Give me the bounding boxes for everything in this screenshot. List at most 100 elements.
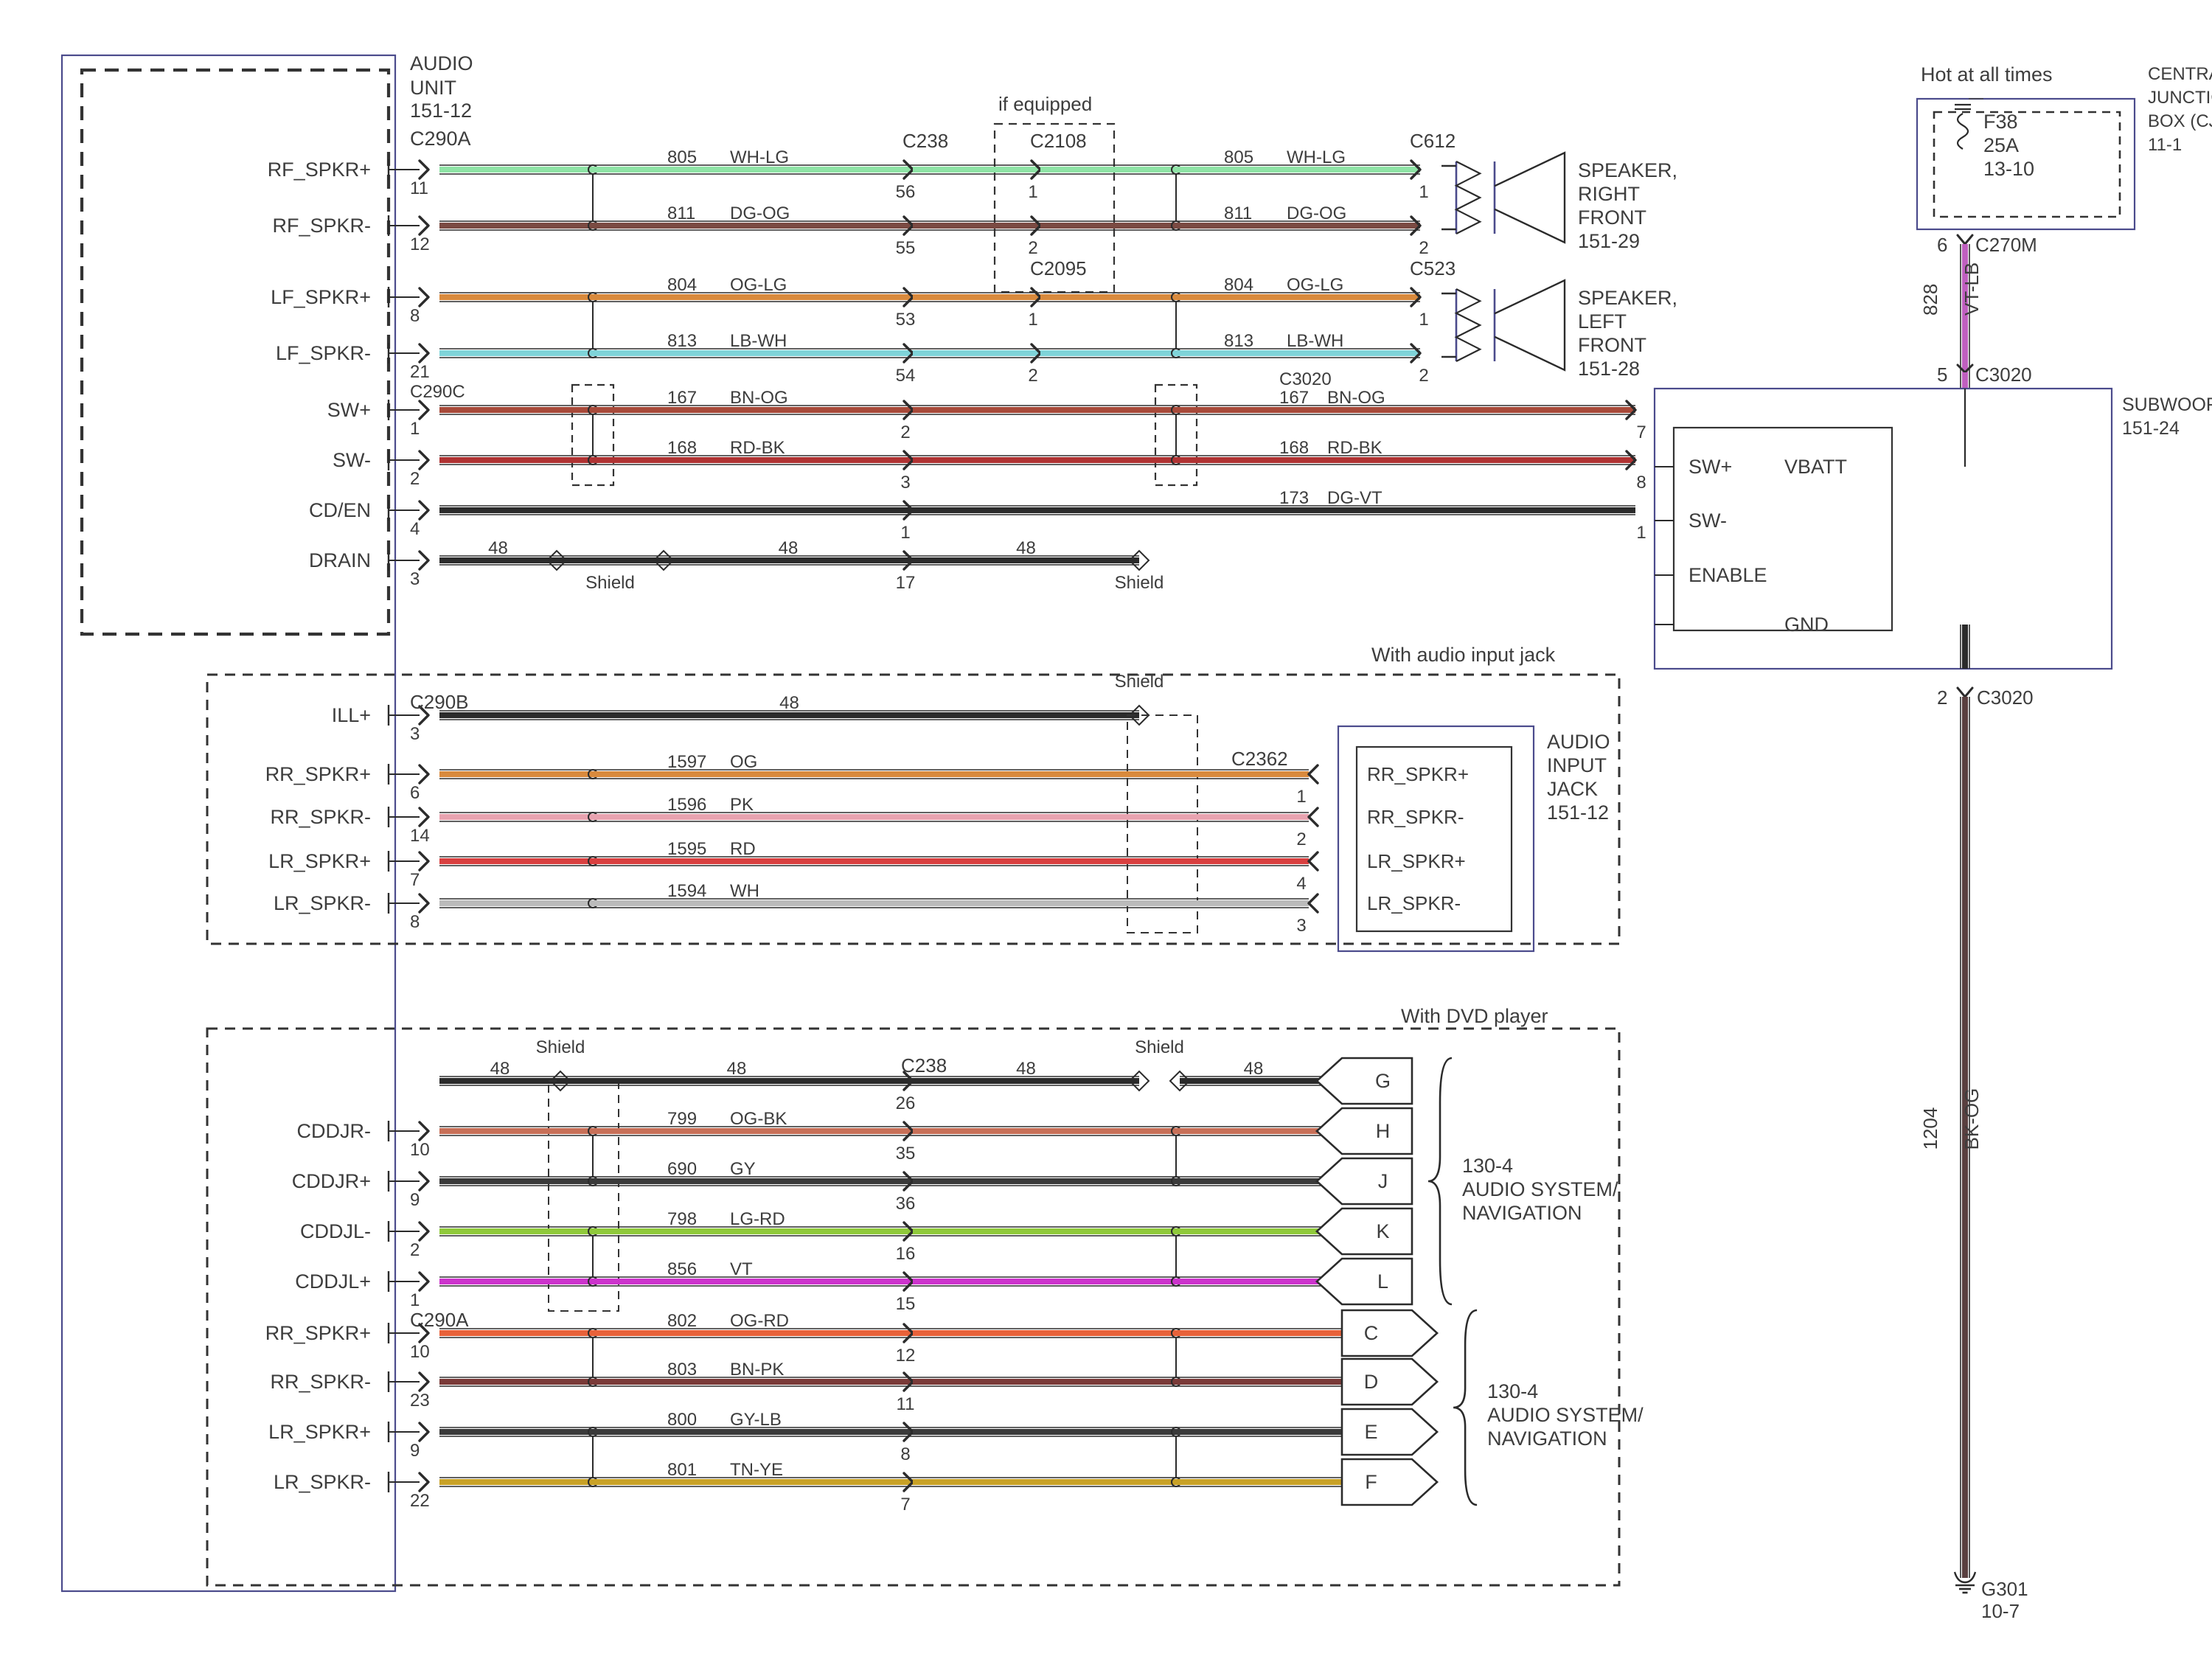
svg-text:D: D — [1364, 1371, 1379, 1393]
svg-text:RD-BK: RD-BK — [1327, 438, 1382, 458]
svg-text:2: 2 — [1028, 366, 1037, 386]
svg-text:LG-RD: LG-RD — [730, 1209, 785, 1229]
svg-text:805: 805 — [1224, 147, 1253, 167]
svg-text:798: 798 — [667, 1209, 697, 1229]
svg-text:12: 12 — [410, 234, 430, 254]
svg-text:48: 48 — [1016, 538, 1036, 558]
svg-text:LB-WH: LB-WH — [730, 331, 787, 351]
svg-text:INPUT: INPUT — [1547, 754, 1607, 776]
svg-text:RF_SPKR-: RF_SPKR- — [272, 215, 371, 237]
svg-text:48: 48 — [1244, 1059, 1264, 1079]
svg-text:CDDJR-: CDDJR- — [297, 1120, 372, 1142]
svg-text:26: 26 — [896, 1093, 916, 1113]
svg-text:12: 12 — [896, 1346, 916, 1366]
svg-text:C3020: C3020 — [1977, 686, 2034, 709]
svg-text:FRONT: FRONT — [1578, 206, 1646, 229]
svg-text:LB-WH: LB-WH — [1287, 331, 1343, 351]
svg-text:17: 17 — [896, 573, 916, 593]
svg-text:1: 1 — [1296, 787, 1306, 807]
svg-text:C3020: C3020 — [1279, 369, 1332, 389]
svg-text:SW-: SW- — [1688, 509, 1727, 532]
svg-text:1204: 1204 — [1919, 1107, 1941, 1150]
svg-text:DRAIN: DRAIN — [309, 549, 371, 571]
svg-text:F: F — [1365, 1471, 1377, 1493]
svg-text:13-10: 13-10 — [1983, 158, 2034, 180]
svg-text:C290A: C290A — [410, 1309, 469, 1331]
svg-text:1: 1 — [1419, 310, 1428, 330]
svg-text:C270M: C270M — [1975, 234, 2037, 256]
svg-text:11: 11 — [410, 178, 428, 198]
svg-text:10: 10 — [410, 1140, 430, 1160]
svg-text:167: 167 — [1279, 388, 1309, 408]
svg-text:BN-PK: BN-PK — [730, 1360, 784, 1380]
svg-text:10: 10 — [410, 1342, 430, 1362]
svg-text:48: 48 — [488, 538, 508, 558]
svg-text:2: 2 — [1419, 238, 1428, 258]
svg-text:H: H — [1376, 1120, 1391, 1142]
svg-text:167: 167 — [667, 388, 697, 408]
svg-text:OG: OG — [730, 752, 757, 772]
svg-text:16: 16 — [896, 1244, 916, 1264]
svg-text:804: 804 — [667, 275, 697, 295]
svg-text:DG-OG: DG-OG — [1287, 204, 1346, 223]
svg-text:1: 1 — [410, 419, 420, 439]
svg-text:C290A: C290A — [410, 128, 471, 150]
svg-text:811: 811 — [667, 204, 695, 223]
svg-text:2: 2 — [1937, 686, 1947, 709]
svg-text:25A: 25A — [1983, 134, 2019, 156]
svg-text:Shield: Shield — [1135, 1037, 1184, 1057]
svg-text:48: 48 — [490, 1059, 510, 1079]
svg-text:Shield: Shield — [1115, 672, 1164, 692]
svg-text:3: 3 — [900, 473, 910, 493]
svg-text:15: 15 — [896, 1294, 916, 1314]
svg-text:BK-OG: BK-OG — [1961, 1088, 1983, 1150]
svg-text:RR_SPKR+: RR_SPKR+ — [1367, 763, 1469, 785]
svg-text:1: 1 — [1419, 182, 1428, 202]
svg-text:828: 828 — [1919, 284, 1941, 316]
svg-text:1595: 1595 — [667, 839, 706, 859]
svg-text:—: — — [1969, 90, 1983, 106]
svg-text:3: 3 — [410, 569, 420, 589]
svg-text:168: 168 — [667, 438, 697, 458]
svg-text:RR_SPKR-: RR_SPKR- — [270, 806, 371, 828]
svg-text:6: 6 — [410, 783, 420, 803]
svg-text:C2108: C2108 — [1030, 130, 1087, 152]
svg-text:1: 1 — [1028, 310, 1037, 330]
svg-text:CDDJL-: CDDJL- — [300, 1220, 371, 1242]
svg-text:G: G — [1375, 1070, 1391, 1092]
svg-text:Shield: Shield — [1115, 573, 1164, 593]
svg-text:55: 55 — [896, 238, 916, 258]
svg-text:802: 802 — [667, 1311, 697, 1331]
svg-text:56: 56 — [896, 182, 916, 202]
svg-text:9: 9 — [410, 1190, 420, 1210]
svg-text:RR_SPKR-: RR_SPKR- — [270, 1371, 371, 1393]
svg-text:G301: G301 — [1981, 1578, 2028, 1600]
svg-text:2: 2 — [1028, 238, 1037, 258]
svg-text:1594: 1594 — [667, 881, 706, 901]
svg-text:4: 4 — [410, 519, 420, 539]
svg-text:C: C — [1364, 1322, 1379, 1344]
svg-text:GY: GY — [730, 1159, 756, 1179]
svg-text:36: 36 — [896, 1194, 916, 1214]
svg-text:C290C: C290C — [410, 382, 465, 402]
svg-text:1: 1 — [410, 1290, 420, 1310]
svg-text:1: 1 — [900, 523, 910, 543]
svg-text:800: 800 — [667, 1410, 697, 1430]
svg-text:E: E — [1364, 1421, 1377, 1443]
svg-text:RIGHT: RIGHT — [1578, 183, 1640, 205]
svg-text:151-28: 151-28 — [1578, 358, 1640, 380]
svg-text:CD/EN: CD/EN — [309, 499, 371, 521]
svg-text:10-7: 10-7 — [1981, 1600, 2020, 1622]
svg-text:35: 35 — [896, 1144, 916, 1164]
svg-text:SPEAKER,: SPEAKER, — [1578, 159, 1677, 181]
svg-text:Hot at all times: Hot at all times — [1921, 63, 2053, 86]
svg-text:CDDJR+: CDDJR+ — [292, 1170, 371, 1192]
svg-text:OG-RD: OG-RD — [730, 1311, 789, 1331]
svg-text:SUBWOOFER: SUBWOOFER — [2122, 394, 2212, 415]
svg-text:21: 21 — [410, 362, 430, 382]
svg-text:VT-LB: VT-LB — [1961, 262, 1983, 316]
svg-text:2: 2 — [410, 1240, 420, 1260]
svg-text:11-1: 11-1 — [2148, 135, 2182, 155]
svg-text:LR_SPKR+: LR_SPKR+ — [1367, 850, 1466, 872]
svg-text:9: 9 — [410, 1441, 420, 1461]
